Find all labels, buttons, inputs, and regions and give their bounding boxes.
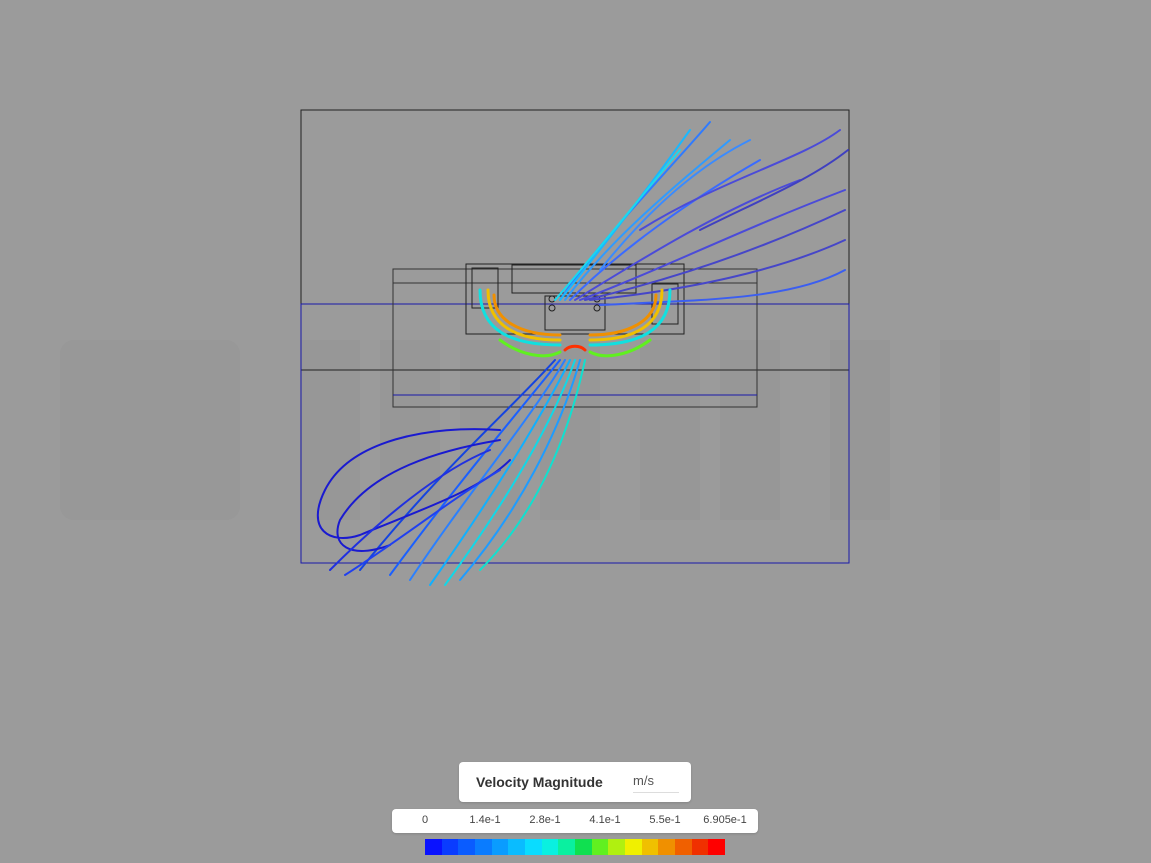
colorbar-segment <box>625 839 642 855</box>
colorbar-segment <box>675 839 692 855</box>
legend-title-panel: Velocity Magnitude m/s <box>459 762 691 802</box>
colorbar-segment <box>708 839 726 855</box>
colorbar-segment <box>458 839 476 855</box>
legend-tick: 2.8e-1 <box>529 814 561 826</box>
legend-tick: 1.4e-1 <box>469 814 501 826</box>
legend-scale-panel: 0 1.4e-1 2.8e-1 4.1e-1 5.5e-1 6.905e-1 <box>392 809 758 833</box>
legend-title: Velocity Magnitude <box>476 774 603 790</box>
colorbar-segment <box>425 839 442 855</box>
lower-domain-box <box>300 303 850 564</box>
streamlines-upper-right <box>554 121 849 306</box>
colorbar-segment <box>641 839 659 855</box>
colorbar-segment <box>441 839 459 855</box>
legend-tick: 4.1e-1 <box>589 814 621 826</box>
colorbar-segment <box>525 839 542 855</box>
inner-geometry-box <box>392 268 758 408</box>
colorbar-segment <box>541 839 559 855</box>
colorbar-segment <box>658 839 676 855</box>
colorbar-segment <box>491 839 509 855</box>
colorbar-segment <box>475 839 492 855</box>
device-geometry <box>465 263 685 335</box>
legend-tick: 5.5e-1 <box>649 814 681 826</box>
streamlines-lower-left <box>316 359 586 586</box>
colorbar-segment <box>508 839 526 855</box>
colorbar-segment <box>575 839 592 855</box>
colorbar-segment <box>608 839 626 855</box>
streamlines-core <box>478 288 672 358</box>
colorbar-segment <box>691 839 709 855</box>
brand-watermark <box>60 340 1090 520</box>
outer-domain-box <box>300 109 850 371</box>
legend-tick: 6.905e-1 <box>703 814 747 826</box>
legend-unit-selector[interactable]: m/s <box>633 773 679 793</box>
legend-colorbar <box>425 839 726 855</box>
legend-tick: 0 <box>421 814 429 826</box>
colorbar-segment <box>558 839 576 855</box>
colorbar-segment <box>591 839 609 855</box>
